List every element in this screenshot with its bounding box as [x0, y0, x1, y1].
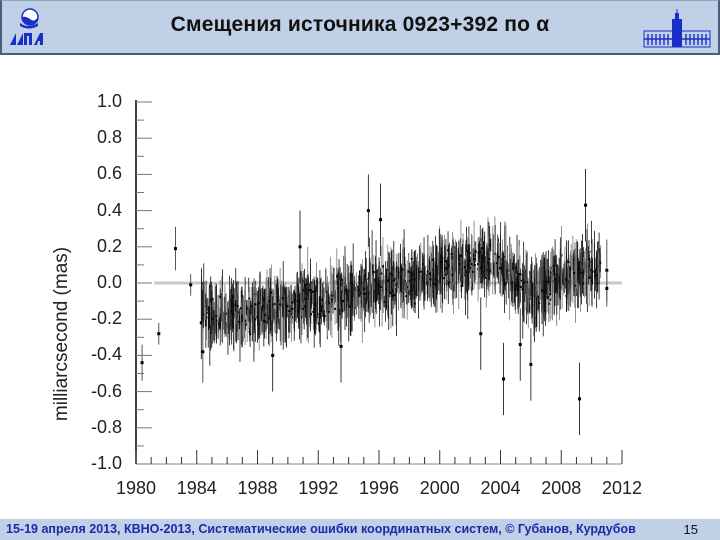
institute-building-icon: [643, 9, 711, 48]
x-tick-label: 1980: [115, 478, 157, 498]
chart-area: milliarcsecond (mas) 1.0 0.8 0.6 0.4 0.2 0.0-…: [0, 54, 720, 519]
page-title: Смещения источника 0923+392 по α: [170, 13, 550, 36]
y-tick-label: -0.2: [90, 308, 122, 329]
header-bar: Смещения источника 0923+392 по α: [0, 0, 720, 55]
x-tick-label: 1984: [176, 478, 217, 498]
y-tick-label: 0.0: [96, 272, 122, 292]
x-tick-label: 1996: [358, 478, 400, 498]
ipa-logo-icon: [10, 8, 43, 45]
footer-bar: 15-19 апреля 2013, КВНО-2013, Систематич…: [0, 519, 720, 540]
y-tick-label: 0.2: [96, 235, 122, 256]
y-tick-label: -0.8: [90, 416, 122, 437]
x-tick-label: 1988: [237, 478, 278, 498]
page-number: 15: [683, 522, 698, 537]
plot-svg: [135, 100, 623, 465]
footer-text: 15-19 апреля 2013, КВНО-2013, Систематич…: [6, 522, 636, 536]
x-tick-label: 1992: [298, 478, 339, 498]
x-tick-label: 2004: [480, 478, 521, 498]
y-tick-label: -0.4: [90, 344, 122, 365]
x-tick-label: 2000: [419, 478, 460, 498]
y-tick-label: 0.4: [96, 199, 122, 220]
x-tick-label: 2012: [601, 478, 643, 498]
y-tick-label: -1.0: [90, 453, 122, 473]
data-points: [140, 168, 609, 436]
y-tick-label: -0.6: [90, 380, 122, 401]
x-tick-label: 2008: [541, 478, 582, 498]
y-tick-label: 0.6: [96, 163, 122, 184]
y-tick-label: 1.0: [96, 91, 122, 111]
y-tick-label: 0.8: [96, 127, 122, 148]
